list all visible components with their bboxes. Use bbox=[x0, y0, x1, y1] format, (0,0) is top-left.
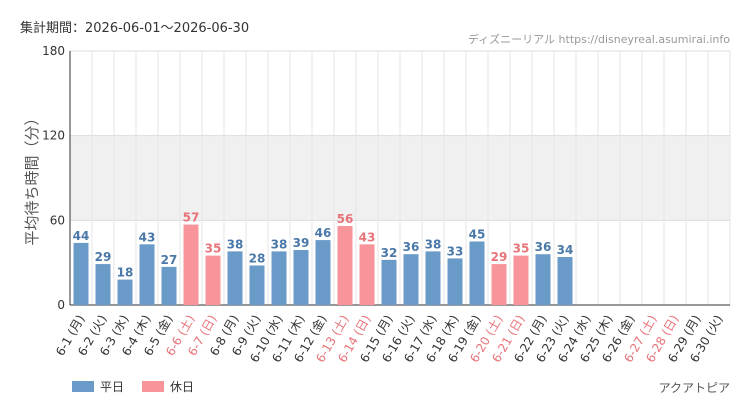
bar bbox=[73, 242, 89, 305]
bar-value-label: 38 bbox=[271, 237, 288, 251]
bar-value-label: 29 bbox=[95, 250, 112, 264]
legend-item-holiday: 休日 bbox=[142, 378, 194, 395]
bar bbox=[447, 258, 463, 305]
legend-label-weekday: 平日 bbox=[100, 380, 125, 394]
bar bbox=[381, 259, 397, 305]
bar-value-label: 34 bbox=[557, 243, 574, 257]
bar-value-label: 38 bbox=[227, 237, 244, 251]
bar-value-label: 45 bbox=[469, 228, 486, 242]
bar bbox=[535, 254, 551, 305]
bar-value-label: 36 bbox=[403, 240, 420, 254]
bar bbox=[271, 251, 287, 305]
bar bbox=[491, 264, 507, 305]
bar bbox=[469, 241, 485, 305]
bar-value-label: 57 bbox=[183, 211, 200, 225]
legend-swatch-weekday bbox=[72, 381, 94, 392]
bar-value-label: 35 bbox=[513, 242, 530, 256]
bar bbox=[161, 266, 177, 305]
y-tick-label: 0 bbox=[57, 298, 65, 312]
bar bbox=[557, 257, 573, 305]
bar-value-label: 29 bbox=[491, 250, 508, 264]
legend-label-holiday: 休日 bbox=[170, 380, 195, 394]
bar-value-label: 56 bbox=[337, 212, 354, 226]
bar bbox=[293, 249, 309, 305]
y-tick-label: 60 bbox=[50, 213, 65, 227]
bar bbox=[315, 240, 331, 305]
bar bbox=[359, 244, 375, 305]
y-tick-label: 120 bbox=[42, 129, 65, 143]
bar-value-label: 38 bbox=[425, 237, 442, 251]
bar-value-label: 36 bbox=[535, 240, 552, 254]
bar bbox=[95, 264, 111, 305]
legend-swatch-holiday bbox=[142, 381, 165, 392]
bar bbox=[403, 254, 419, 305]
collection-period: 集計期間：2026-06-01〜2026-06-30 bbox=[20, 21, 250, 36]
bar-value-label: 27 bbox=[161, 253, 178, 267]
bar bbox=[337, 225, 353, 305]
facility-name: アクアトピア bbox=[658, 381, 730, 395]
bar-value-label: 35 bbox=[205, 242, 222, 256]
y-axis-label: 平均待ち時間（分） bbox=[23, 110, 41, 245]
legend: 平日 休日 bbox=[72, 378, 194, 395]
bar bbox=[183, 224, 199, 305]
bar-value-label: 39 bbox=[293, 236, 310, 250]
bar bbox=[205, 255, 221, 305]
source-credit: ディズニーリアル https://disneyreal.asumirai.inf… bbox=[467, 33, 730, 46]
bar-value-label: 43 bbox=[359, 230, 376, 244]
y-tick-label: 180 bbox=[42, 44, 65, 58]
bar bbox=[425, 251, 441, 305]
bar bbox=[139, 244, 155, 305]
bar bbox=[117, 279, 133, 305]
bar bbox=[249, 265, 265, 305]
bar-value-label: 46 bbox=[315, 226, 332, 240]
bar bbox=[227, 251, 243, 305]
legend-item-weekday: 平日 bbox=[72, 378, 124, 395]
bar-value-label: 33 bbox=[447, 244, 464, 258]
bar-value-label: 43 bbox=[139, 230, 156, 244]
bar-value-label: 32 bbox=[381, 246, 398, 260]
bar-value-label: 44 bbox=[73, 229, 90, 243]
bar-value-label: 28 bbox=[249, 251, 266, 265]
bar-value-label: 18 bbox=[117, 266, 134, 280]
bar bbox=[513, 255, 529, 305]
